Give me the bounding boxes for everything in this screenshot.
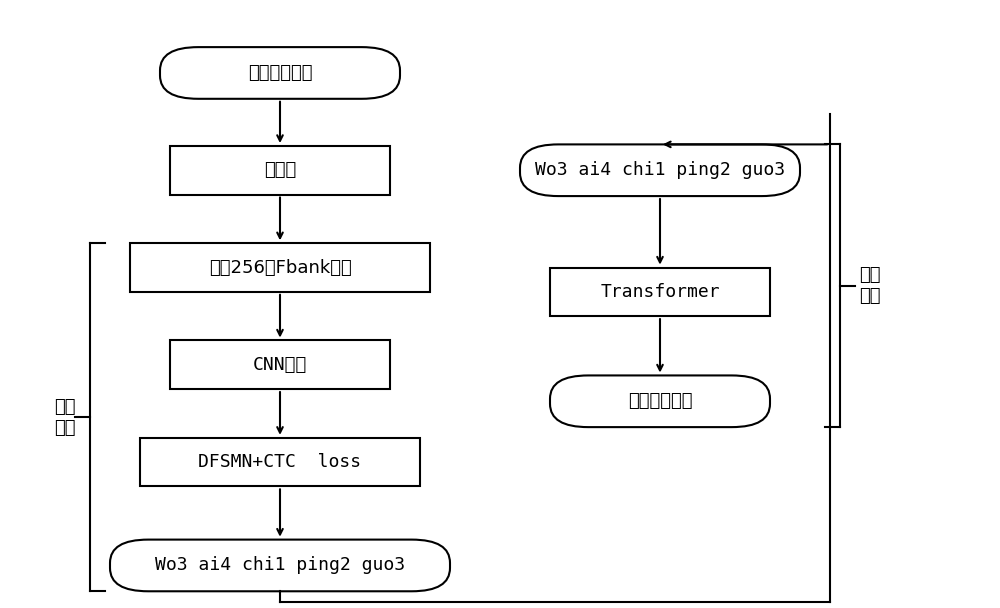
- Text: Wo3 ai4 chi1 ping2 guo3: Wo3 ai4 chi1 ping2 guo3: [535, 161, 785, 179]
- FancyBboxPatch shape: [110, 540, 450, 591]
- FancyBboxPatch shape: [550, 375, 770, 427]
- Text: Transformer: Transformer: [600, 283, 720, 301]
- FancyBboxPatch shape: [140, 438, 420, 486]
- FancyBboxPatch shape: [520, 145, 800, 196]
- FancyBboxPatch shape: [550, 268, 770, 316]
- Text: 预处理: 预处理: [264, 161, 296, 179]
- FancyBboxPatch shape: [170, 146, 390, 195]
- Text: 输出识别结果: 输出识别结果: [628, 392, 692, 410]
- Text: CNN卷积: CNN卷积: [253, 356, 307, 374]
- FancyBboxPatch shape: [160, 47, 400, 99]
- FancyBboxPatch shape: [170, 340, 390, 389]
- FancyBboxPatch shape: [130, 243, 430, 292]
- Text: 提取256维Fbank特征: 提取256维Fbank特征: [209, 258, 351, 277]
- Text: 语言
模型: 语言 模型: [859, 266, 881, 305]
- Text: 输入语音信号: 输入语音信号: [248, 64, 312, 82]
- Text: 声学
模型: 声学 模型: [54, 398, 76, 437]
- Text: Wo3 ai4 chi1 ping2 guo3: Wo3 ai4 chi1 ping2 guo3: [155, 556, 405, 575]
- Text: DFSMN+CTC  loss: DFSMN+CTC loss: [198, 453, 362, 471]
